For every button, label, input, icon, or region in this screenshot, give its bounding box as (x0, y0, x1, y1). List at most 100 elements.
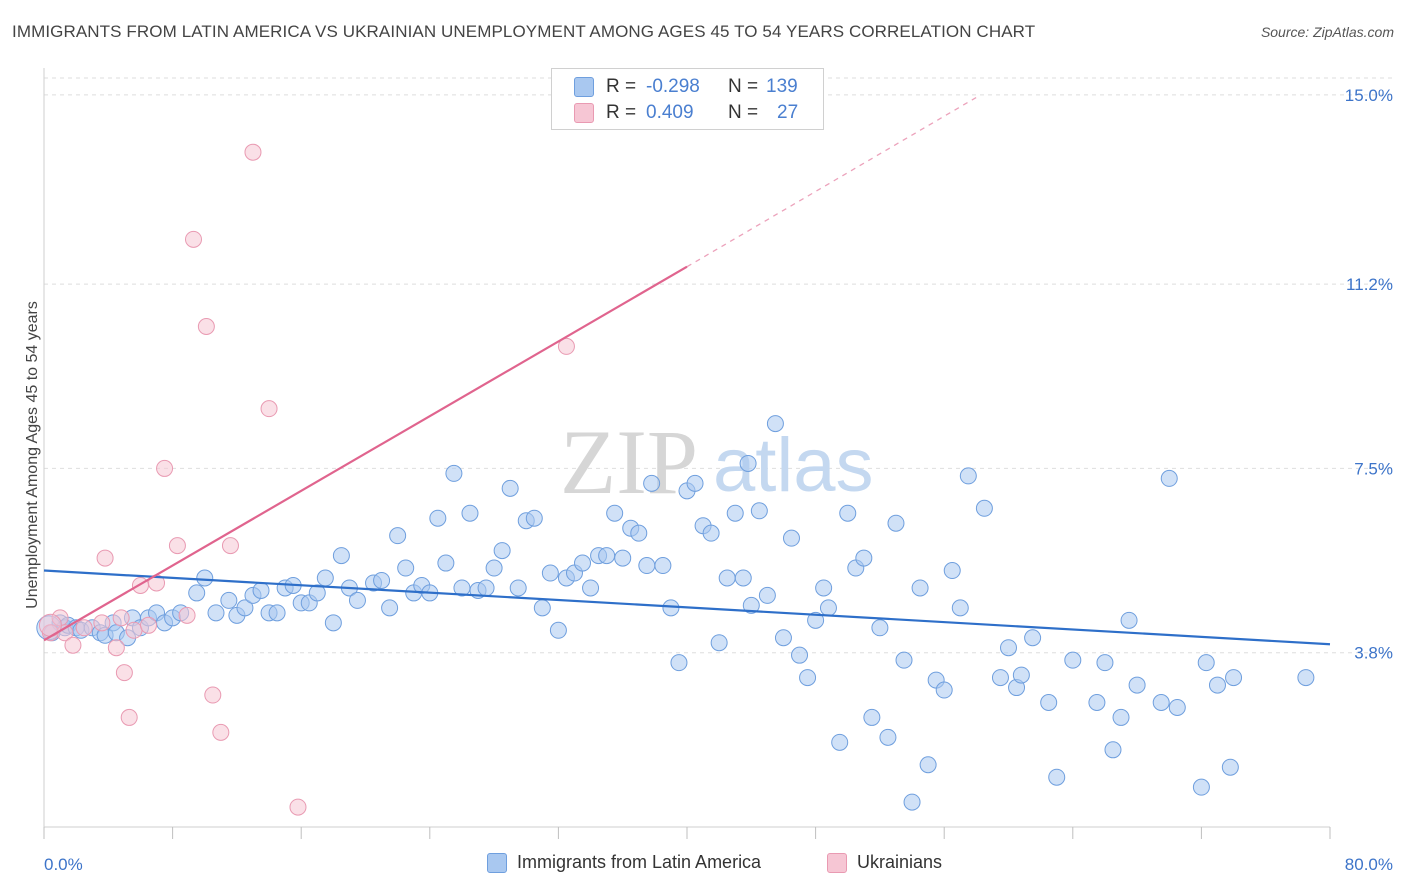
point-latin-america (839, 504, 857, 522)
point-ukrainians (93, 614, 111, 632)
point-latin-america (799, 669, 817, 687)
point-latin-america (887, 514, 905, 532)
point-latin-america (1192, 778, 1210, 796)
point-latin-america (895, 651, 913, 669)
x-tick-label-max: 80.0% (1345, 855, 1393, 874)
axes (43, 68, 1331, 839)
point-latin-america (541, 564, 559, 582)
point-latin-america (582, 579, 600, 597)
point-latin-america (863, 708, 881, 726)
point-latin-america (493, 542, 511, 560)
point-ukrainians (75, 619, 93, 637)
point-latin-america (638, 557, 656, 575)
point-latin-america (252, 581, 270, 599)
point-latin-america (782, 529, 800, 547)
point-ukrainians (96, 549, 114, 567)
point-latin-america (702, 524, 720, 542)
point-latin-america (1221, 758, 1239, 776)
x-tick-labels: 0.0% 80.0% (44, 855, 1393, 874)
point-latin-america (549, 621, 567, 639)
point-ukrainians (107, 639, 125, 657)
legend-n-value: 139 (766, 76, 798, 97)
point-latin-america (348, 591, 366, 609)
point-ukrainians (260, 400, 278, 418)
point-latin-america (1000, 639, 1017, 657)
trend-line-ukrainians (43, 265, 688, 642)
point-latin-america (919, 756, 937, 774)
legend-n-label: N = (728, 102, 759, 123)
point-latin-america (1120, 611, 1138, 629)
correlation-legend: R = -0.298 N = 139 R = 0.409 N = 27 (551, 68, 824, 130)
series-ukrainians-points (38, 143, 575, 816)
point-latin-america (1024, 629, 1042, 647)
point-latin-america (686, 474, 704, 492)
point-latin-america (445, 464, 463, 482)
point-latin-america (509, 579, 527, 597)
chart-title: IMMIGRANTS FROM LATIN AMERICA VS UKRAINI… (12, 22, 1036, 41)
watermark: ZIP atlas (560, 411, 874, 513)
point-latin-america (501, 479, 519, 497)
point-latin-america (654, 557, 672, 575)
point-ukrainians (178, 606, 196, 624)
point-latin-america (1225, 669, 1243, 687)
legend-r-label: R = (606, 76, 637, 97)
point-ukrainians (204, 686, 222, 704)
point-latin-america (381, 599, 399, 617)
point-latin-america (606, 504, 624, 522)
legend-r-label: R = (606, 102, 637, 123)
point-latin-america (1012, 666, 1030, 684)
point-ukrainians (115, 664, 133, 682)
point-latin-america (903, 793, 921, 811)
point-ukrainians (289, 798, 307, 816)
point-latin-america (437, 554, 455, 572)
point-latin-america (1104, 741, 1122, 759)
point-latin-america (726, 504, 744, 522)
point-latin-america (975, 499, 993, 517)
legend-swatch-blue (574, 77, 594, 97)
point-latin-america (643, 474, 661, 492)
point-latin-america (207, 604, 225, 622)
point-latin-america (1297, 669, 1315, 687)
point-latin-america (791, 646, 809, 664)
point-latin-america (1208, 676, 1226, 694)
point-ukrainians (125, 621, 143, 639)
point-latin-america (316, 569, 334, 587)
point-latin-america (308, 584, 326, 602)
legend-item-latin-america[interactable]: Immigrants from Latin America (487, 852, 761, 873)
legend-swatch-blue (487, 852, 507, 873)
point-latin-america (1168, 698, 1186, 716)
point-ukrainians (112, 609, 130, 627)
legend-n-value: 27 (777, 102, 799, 123)
y-tick-label: 3.8% (1354, 644, 1393, 663)
point-latin-america (871, 619, 889, 637)
point-ukrainians (156, 459, 174, 477)
point-latin-america (1064, 651, 1082, 669)
point-latin-america (991, 669, 1009, 687)
point-latin-america (1096, 654, 1114, 672)
legend-swatch-pink (574, 103, 594, 123)
point-latin-america (220, 591, 238, 609)
series-legend: Immigrants from Latin America Ukrainians (0, 850, 1406, 880)
x-tick-label-min: 0.0% (44, 855, 83, 874)
point-latin-america (196, 569, 214, 587)
point-latin-america (734, 569, 752, 587)
point-latin-america (332, 547, 350, 565)
point-latin-america (614, 549, 632, 567)
legend-r-value: 0.409 (646, 102, 694, 123)
legend-item-ukrainians[interactable]: Ukrainians (827, 852, 942, 873)
point-latin-america (236, 599, 254, 617)
point-latin-america (397, 559, 415, 577)
point-latin-america (742, 596, 760, 614)
point-latin-america (935, 681, 953, 699)
legend-r-value: -0.298 (646, 76, 700, 97)
point-latin-america (951, 599, 969, 617)
point-latin-america (1088, 693, 1106, 711)
point-latin-america (819, 599, 837, 617)
legend-row-pink: R = 0.409 N = 27 (574, 100, 798, 126)
point-ukrainians (120, 708, 138, 726)
point-latin-america (750, 502, 768, 520)
point-latin-america (879, 728, 897, 746)
point-latin-america (670, 654, 688, 672)
y-axis-label: Unemployment Among Ages 45 to 54 years (24, 301, 41, 609)
point-latin-america (1160, 469, 1178, 487)
